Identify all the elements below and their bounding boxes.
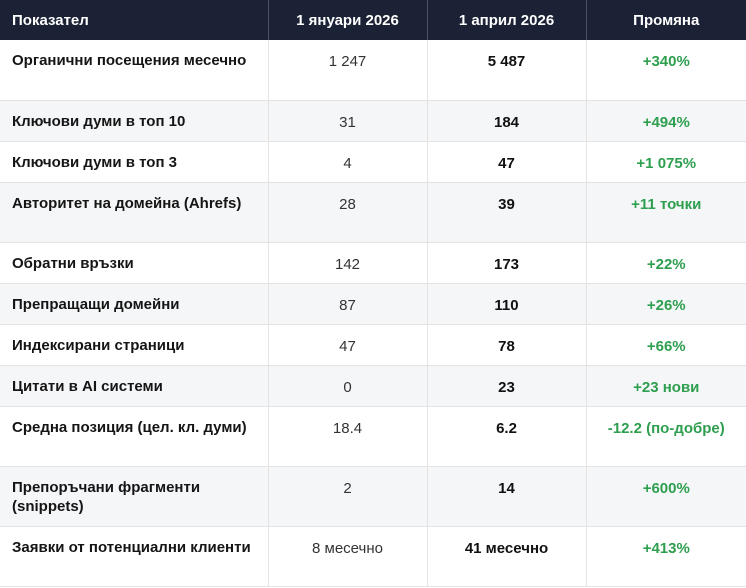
metric-label: Обратни връзки [0, 242, 269, 284]
table-row: Ключови думи в топ 10 31 184 +494% [0, 100, 746, 142]
table-row: Цитати в AI системи 0 23 +23 нови [0, 365, 746, 407]
metric-label: Препращащи домейни [0, 283, 269, 325]
table-row: Ключови думи в топ 3 4 47 +1 075% [0, 141, 746, 183]
value-change: +11 точки [586, 182, 746, 243]
value-apr: 41 месечно [427, 526, 587, 587]
value-apr: 6.2 [427, 406, 587, 467]
value-jan: 87 [268, 283, 428, 325]
value-apr: 39 [427, 182, 587, 243]
table-row: Заявки от потенциални клиенти 8 месечно … [0, 526, 746, 587]
table-header-row: Показател 1 януари 2026 1 април 2026 Про… [0, 0, 746, 40]
metric-label: Средна позиция (цел. кл. думи) [0, 406, 269, 467]
value-jan: 47 [268, 324, 428, 366]
value-change: +22% [586, 242, 746, 284]
header-apr-2026[interactable]: 1 април 2026 [427, 0, 587, 40]
value-change: -12.2 (по-добре) [586, 406, 746, 467]
value-jan: 4 [268, 141, 428, 183]
table-row: Препращащи домейни 87 110 +26% [0, 283, 746, 325]
header-change[interactable]: Промяна [633, 11, 700, 29]
value-apr: 184 [427, 100, 587, 142]
value-change: +26% [586, 283, 746, 325]
value-change: +600% [586, 466, 746, 527]
table-row: Органични посещения месечно 1 247 5 487 … [0, 40, 746, 101]
value-jan: 8 месечно [268, 526, 428, 587]
value-jan: 31 [268, 100, 428, 142]
metric-label: Заявки от потенциални клиенти [0, 526, 269, 587]
value-jan: 1 247 [268, 40, 428, 101]
metric-label: Препоръчани фрагменти (snippets) [0, 466, 269, 527]
value-jan: 142 [268, 242, 428, 284]
table-row: Препоръчани фрагменти (snippets) 2 14 +6… [0, 466, 746, 527]
table-row: Индексирани страници 47 78 +66% [0, 324, 746, 366]
metric-label: Органични посещения месечно [0, 40, 269, 101]
value-change: +23 нови [586, 365, 746, 407]
value-apr: 110 [427, 283, 587, 325]
value-apr: 47 [427, 141, 587, 183]
value-jan: 18.4 [268, 406, 428, 467]
value-change: +1 075% [586, 141, 746, 183]
header-metric[interactable]: Показател [0, 0, 269, 40]
value-apr: 78 [427, 324, 587, 366]
value-apr: 173 [427, 242, 587, 284]
metric-label: Индексирани страници [0, 324, 269, 366]
table-row: Авторитет на домейна (Ahrefs) 28 39 +11 … [0, 182, 746, 243]
value-apr: 14 [427, 466, 587, 527]
value-apr: 5 487 [427, 40, 587, 101]
value-change: +494% [586, 100, 746, 142]
metric-label: Авторитет на домейна (Ahrefs) [0, 182, 269, 243]
value-jan: 28 [268, 182, 428, 243]
metric-label: Цитати в AI системи [0, 365, 269, 407]
table-row: Обратни връзки 142 173 +22% [0, 242, 746, 284]
table-row: Средна позиция (цел. кл. думи) 18.4 6.2 … [0, 406, 746, 467]
value-change: +340% [586, 40, 746, 101]
value-jan: 2 [268, 466, 428, 527]
metric-label: Ключови думи в топ 10 [0, 100, 269, 142]
value-apr: 23 [427, 365, 587, 407]
header-jan-2026[interactable]: 1 януари 2026 [268, 0, 428, 40]
value-change: +413% [586, 526, 746, 587]
metric-label: Ключови думи в топ 3 [0, 141, 269, 183]
value-jan: 0 [268, 365, 428, 407]
value-change: +66% [586, 324, 746, 366]
